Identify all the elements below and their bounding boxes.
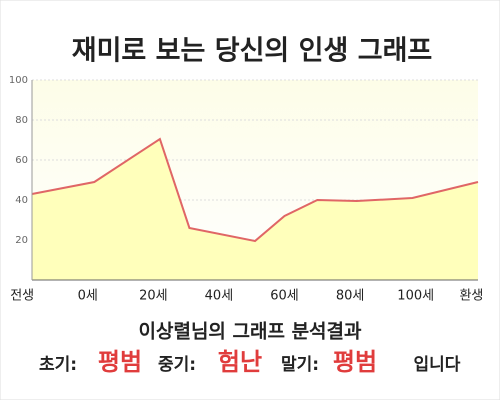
line <box>31 137 479 243</box>
y-tick-label: 20 <box>15 235 28 246</box>
x-tick-label: 100세 <box>397 289 434 304</box>
middle-value: 험난 <box>218 348 262 376</box>
marks <box>31 79 479 280</box>
x-tick-label: 60세 <box>270 289 299 304</box>
result-heading: 이상렬님의 그래프 분석결과 <box>139 321 363 343</box>
early-label: 초기: <box>39 355 77 375</box>
early-value: 평범 <box>98 348 142 376</box>
area <box>32 139 478 280</box>
x-tick-label: 환생 <box>459 289 483 304</box>
late-label: 말기: <box>281 354 319 375</box>
y-tick-label: 60 <box>15 155 28 166</box>
x-tick-label: 40세 <box>205 289 234 304</box>
y-tick-label: 80 <box>15 115 28 126</box>
ending: 입니다 <box>414 355 461 375</box>
x-tick-label: 80세 <box>336 289 365 304</box>
y-tick-label: 40 <box>15 195 28 206</box>
x-tick-label: 0세 <box>78 289 98 304</box>
chart-title: 재미로 보는 당신의 인생 그래프 <box>72 36 433 67</box>
y-tick-label: 100 <box>9 75 28 86</box>
middle-label: 중기: <box>158 355 196 375</box>
late-value: 평범 <box>333 348 377 376</box>
x-tick-label: 20세 <box>139 289 168 304</box>
x-tick-label: 전생 <box>10 289 34 304</box>
